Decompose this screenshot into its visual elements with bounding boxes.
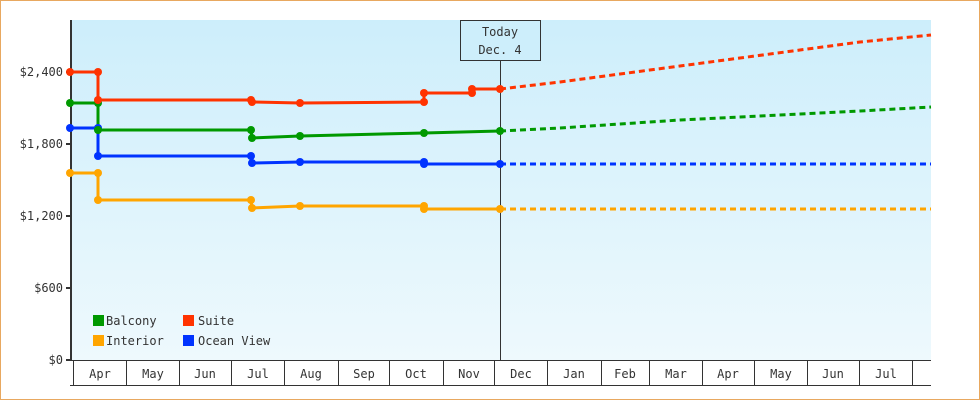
legend-label: Suite [198, 314, 234, 328]
x-tick-label: Mar [665, 367, 687, 381]
y-tick-label: $2,400 [20, 65, 63, 79]
y-tick-label: $0 [49, 353, 63, 367]
x-tick-label: Oct [405, 367, 427, 381]
data-markers [66, 68, 504, 213]
balcony-swatch-icon [93, 315, 104, 326]
x-tick-label: Jul [247, 367, 269, 381]
y-tick-label: $600 [34, 281, 63, 295]
x-tick-label: Sep [353, 367, 375, 381]
x-axis [70, 360, 931, 386]
legend-item-interior[interactable]: Interior [93, 334, 164, 348]
today-label: Today [482, 25, 518, 39]
x-tick-label: Jun [194, 367, 216, 381]
x-tick-label: Jul [875, 367, 897, 381]
x-tick-label: May [142, 367, 164, 381]
x-tick-label: Apr [717, 367, 739, 381]
x-tick-label: Jan [563, 367, 585, 381]
y-tick-label: $1,200 [20, 209, 63, 223]
legend-item-ocean-view[interactable]: Ocean View [183, 334, 271, 348]
suite-forecast [499, 33, 932, 91]
suite-swatch-icon [183, 315, 194, 326]
balcony-line [70, 101, 501, 140]
x-tick-label: Dec [510, 367, 532, 381]
legend-label: Interior [106, 334, 164, 348]
y-tick-label: $1,800 [20, 137, 63, 151]
x-tick-label: Jun [822, 367, 844, 381]
y-axis-ticks: $2,400 $1,800 $1,200 $600 $0 [20, 65, 71, 367]
forecast-lines [499, 33, 932, 211]
x-axis-labels: Apr May Jun Jul Aug Sep Oct Nov Dec Jan … [89, 367, 897, 381]
legend-label: Balcony [106, 314, 157, 328]
x-tick-label: Nov [458, 367, 480, 381]
interior-swatch-icon [93, 335, 104, 346]
today-date: Dec. 4 [478, 43, 521, 57]
balcony-forecast [499, 105, 932, 133]
legend-item-balcony[interactable]: Balcony [93, 314, 157, 328]
legend: Balcony Suite Interior Ocean View [93, 314, 271, 348]
x-tick-label: Feb [614, 367, 636, 381]
legend-label: Ocean View [198, 334, 271, 348]
legend-item-suite[interactable]: Suite [183, 314, 234, 328]
plot-area [72, 20, 931, 360]
today-box [460, 20, 541, 61]
x-tick-label: Aug [300, 367, 322, 381]
x-tick-label: Apr [89, 367, 111, 381]
ocean-view-swatch-icon [183, 335, 194, 346]
x-tick-label: May [770, 367, 792, 381]
